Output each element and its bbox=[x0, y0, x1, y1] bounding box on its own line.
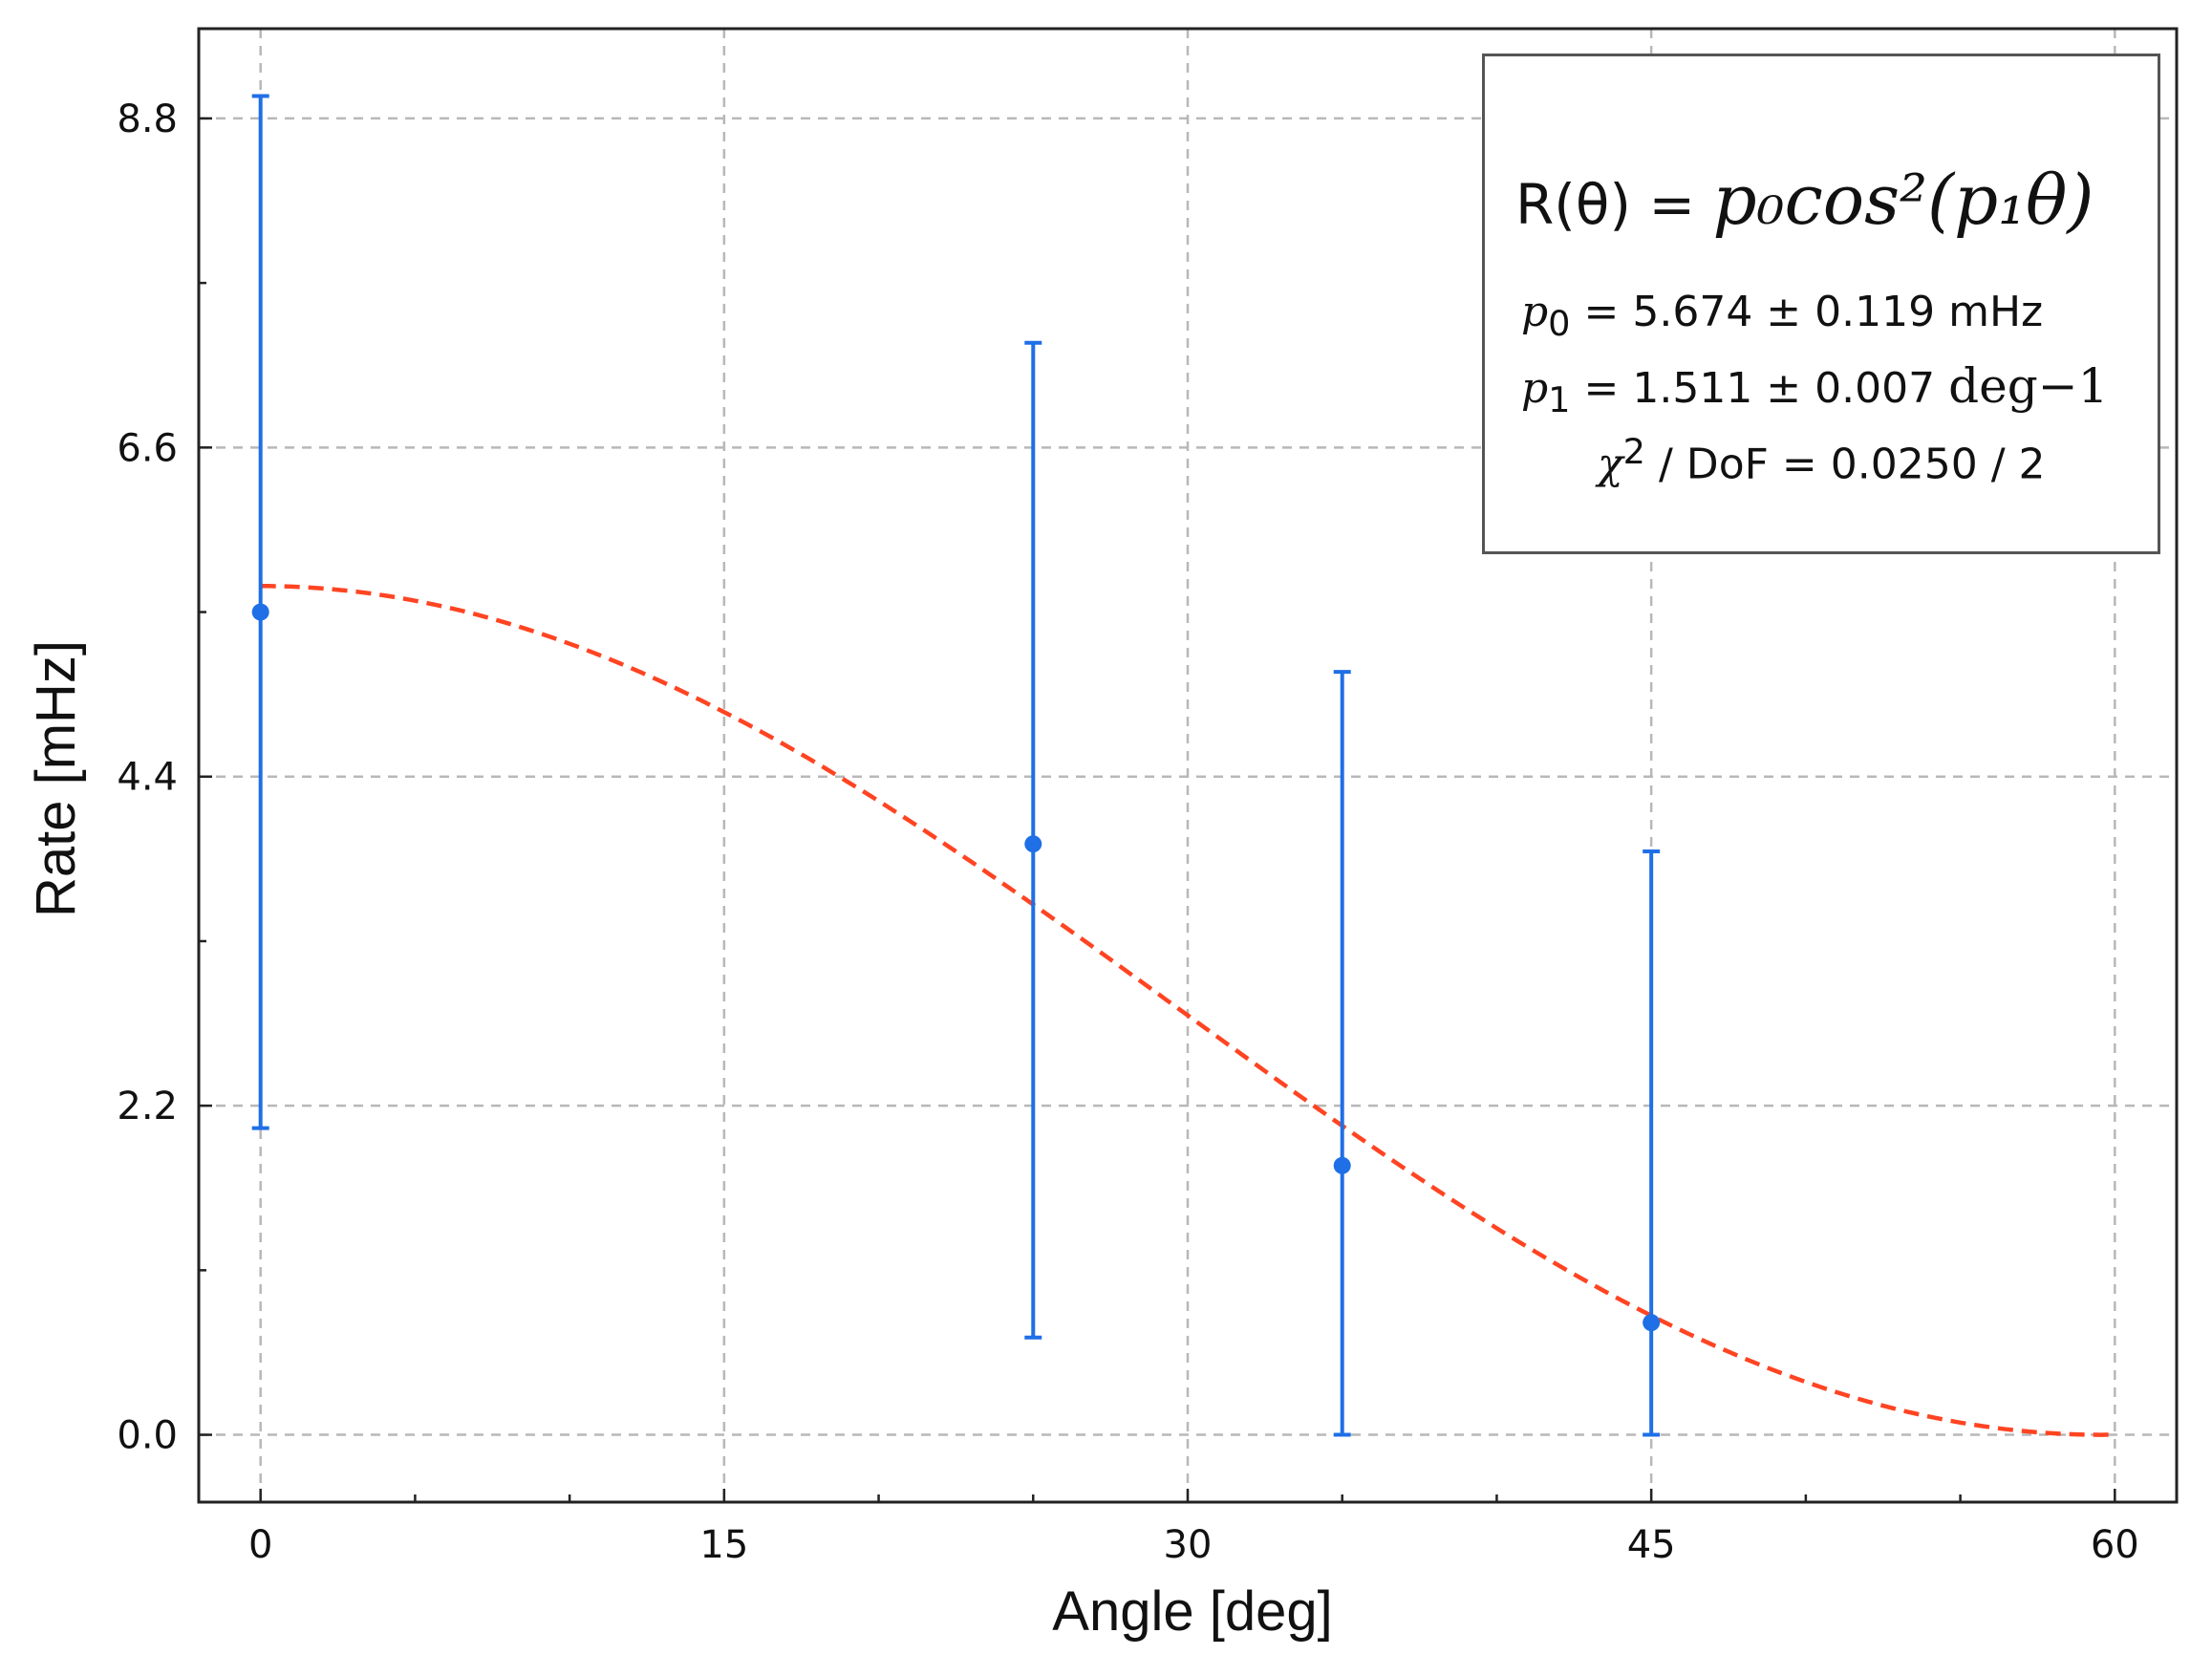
y-tick-label: 0.0 bbox=[117, 1414, 178, 1458]
legend-p1-text: = 1.511 ± 0.007 bbox=[1583, 364, 1936, 413]
legend-box: R(θ) = p₀cos²(p₁θ) p0 = 5.674 ± 0.119 mH… bbox=[1482, 54, 2160, 554]
y-tick-label: 4.4 bbox=[117, 756, 178, 800]
data-point-2 bbox=[1333, 670, 1351, 1437]
y-axis-label: Rate [mHz] bbox=[25, 640, 87, 917]
data-marker bbox=[1333, 1156, 1351, 1174]
y-tick-labels: 0.0 2.2 4.4 6.6 8.8 bbox=[117, 97, 178, 1458]
data-marker bbox=[1024, 835, 1042, 853]
legend-chi2: χ2 / DoF = 0.0250 / 2 bbox=[1598, 431, 2046, 489]
x-tick-label: 15 bbox=[699, 1523, 748, 1567]
legend-formula-math: p₀cos²(p₁θ) bbox=[1712, 160, 2094, 240]
legend-p0: p0 = 5.674 ± 0.119 mHz bbox=[1521, 288, 2043, 344]
y-tick-label: 6.6 bbox=[117, 426, 178, 470]
legend-p1-unit: deg−1 bbox=[1948, 358, 2109, 414]
y-tick-label: 2.2 bbox=[117, 1085, 178, 1128]
x-tick-labels: 0 15 30 45 60 bbox=[248, 1523, 2139, 1567]
fit-curve bbox=[260, 584, 2115, 1437]
data-point-3 bbox=[1643, 849, 1661, 1437]
data-marker bbox=[1643, 1314, 1661, 1332]
x-tick-label: 30 bbox=[1164, 1523, 1213, 1567]
data-point-1 bbox=[1024, 340, 1042, 1340]
data-marker bbox=[251, 603, 269, 621]
plot-frame bbox=[197, 27, 2179, 1504]
legend-p0-sub: 0 bbox=[1548, 302, 1571, 344]
legend-formula: R(θ) = p₀cos²(p₁θ) bbox=[1515, 160, 2094, 240]
fit-curve-group bbox=[260, 584, 2115, 1437]
legend-formula-prefix: R(θ) = bbox=[1515, 172, 1696, 237]
legend-p1: p1 = 1.511 ± 0.007 deg−1 bbox=[1521, 358, 2108, 420]
legend-p0-symbol: p bbox=[1521, 288, 1549, 336]
data-point-0 bbox=[251, 94, 269, 1130]
y-tick-label: 8.8 bbox=[117, 97, 178, 141]
errorbar-series bbox=[251, 94, 1661, 1437]
legend-chi-sup: 2 bbox=[1622, 431, 1645, 472]
x-tick-label: 0 bbox=[248, 1523, 272, 1567]
legend-p0-text: = 5.674 ± 0.119 mHz bbox=[1583, 288, 2044, 336]
legend-p1-symbol: p bbox=[1521, 364, 1549, 413]
x-axis-label: Angle [deg] bbox=[1052, 1580, 1332, 1643]
legend-chi-symbol: χ bbox=[1598, 440, 1623, 489]
legend-chi-text: / DoF = 0.0250 / 2 bbox=[1659, 440, 2046, 489]
x-tick-label: 60 bbox=[2091, 1523, 2139, 1567]
legend-p1-sub: 1 bbox=[1548, 378, 1571, 420]
x-tick-label: 45 bbox=[1627, 1523, 1676, 1567]
